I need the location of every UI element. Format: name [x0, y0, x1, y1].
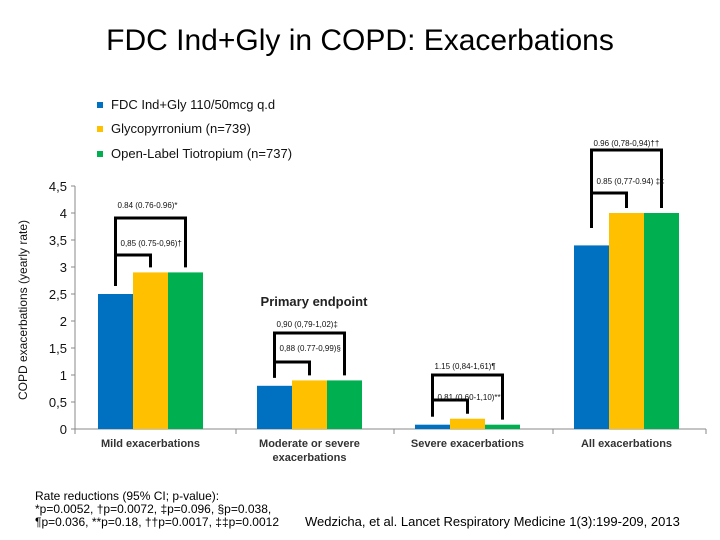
- inner-rate-ratio-label: 0,85 (0.75-0,96)†: [121, 239, 182, 248]
- inner-bracket: [431, 398, 469, 417]
- inner-bracket: [114, 253, 152, 285]
- y-tick-label: 0,5: [49, 395, 67, 410]
- bar-3-2: [644, 213, 679, 429]
- legend-item-glycopyrronium: Glycopyrronium (n=739): [97, 121, 251, 136]
- footnote-line: Rate reductions (95% CI; p-value):: [35, 489, 220, 503]
- bar-2-1: [450, 418, 485, 429]
- outer-bracket: [431, 373, 504, 420]
- category-label: Mild exacerbations: [101, 438, 200, 450]
- y-tick-label: 1,5: [49, 341, 67, 356]
- bar-0-0: [98, 294, 133, 429]
- legend-label: Glycopyrronium (n=739): [111, 121, 251, 136]
- bar-1-1: [292, 380, 327, 429]
- outer-rate-ratio-label: 0,90 (0,79-1,02)‡: [277, 320, 338, 329]
- outer-rate-ratio-label: 0.96 (0,78-0,94)††: [594, 139, 660, 148]
- inner-rate-ratio-label: 0.81 (0,60-1,10)**: [438, 393, 501, 402]
- outer-rate-ratio-label: 0.84 (0.76-0.96)*: [118, 201, 178, 210]
- bar-0-1: [133, 272, 168, 429]
- outer-bracket: [114, 216, 187, 286]
- category-label: Moderate or severe: [259, 438, 360, 450]
- footnote: Rate reductions (95% CI; p-value): *p=0.…: [35, 490, 279, 529]
- inner-rate-ratio-label: 0,88 (0.77-0,99)§: [280, 344, 341, 353]
- citation: Wedzicha, et al. Lancet Respiratory Medi…: [305, 514, 680, 529]
- slide-title: FDC Ind+Gly in COPD: Exacerbations: [106, 24, 614, 57]
- y-axis-label: COPD exacerbations (yearly rate): [16, 220, 30, 400]
- legend-item-fdc: FDC Ind+Gly 110/50mcg q.d: [97, 97, 275, 112]
- inner-bracket: [273, 360, 311, 378]
- y-tick-label: 4,5: [49, 179, 67, 194]
- footnote-line: ¶p=0.036, **p=0.18, ††p=0.0017, ‡‡p=0.00…: [35, 515, 280, 529]
- y-tick-label: 2: [60, 314, 67, 329]
- category-label: All exacerbations: [581, 438, 672, 450]
- outer-bracket: [273, 331, 346, 378]
- legend-label: FDC Ind+Gly 110/50mcg q.d: [111, 97, 276, 112]
- y-tick-label: 0: [60, 422, 67, 437]
- bar-2-0: [415, 424, 450, 429]
- inner-rate-ratio-label: 0.85 (0,77-0.94) ‡‡: [597, 177, 665, 186]
- legend-swatch: [97, 150, 103, 157]
- legend-swatch: [97, 125, 103, 132]
- y-tick-label: 3,5: [49, 233, 67, 248]
- primary-endpoint-label: Primary endpoint: [261, 294, 369, 309]
- legend-swatch: [97, 101, 103, 108]
- inner-bracket: [590, 191, 628, 223]
- footnote-line: *p=0.0052, †p=0.0072, ‡p=0.096, §p=0.038…: [35, 502, 272, 516]
- category-label: exacerbations: [273, 452, 347, 464]
- y-tick-label: 3: [60, 260, 67, 275]
- outer-rate-ratio-label: 1.15 (0,84-1,61)¶: [435, 362, 496, 371]
- bar-1-2: [327, 380, 362, 429]
- legend-label: Open-Label Tiotropium (n=737): [111, 146, 293, 161]
- bar-3-1: [609, 213, 644, 429]
- y-tick-label: 4: [60, 206, 67, 221]
- y-tick-label: 1: [60, 368, 67, 383]
- outer-bracket: [590, 148, 663, 228]
- bar-3-0: [574, 245, 609, 429]
- bar-1-0: [257, 385, 292, 429]
- y-tick-label: 2,5: [49, 287, 67, 302]
- bar-2-2: [485, 424, 520, 429]
- bar-0-2: [168, 272, 203, 429]
- legend-item-tiotropium: Open-Label Tiotropium (n=737): [97, 146, 292, 161]
- category-label: Severe exacerbations: [411, 438, 524, 450]
